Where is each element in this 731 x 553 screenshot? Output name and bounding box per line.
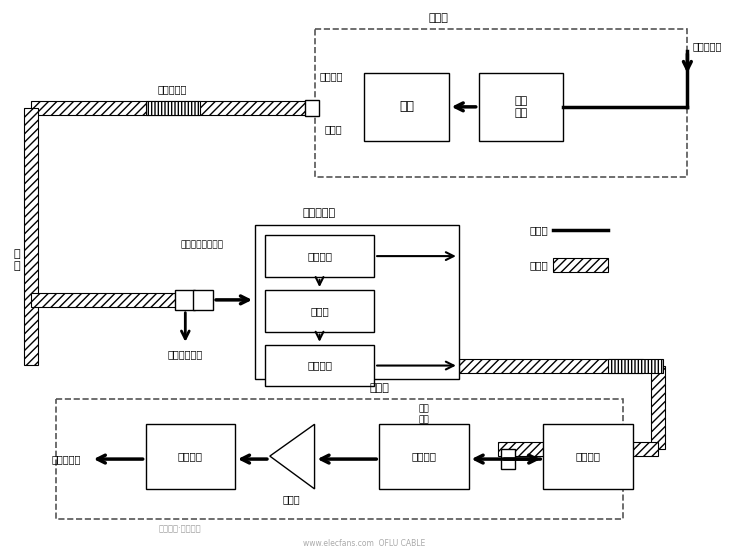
Bar — [479, 73, 563, 140]
Bar — [145, 424, 235, 489]
Bar — [265, 345, 374, 387]
Text: 信号处理: 信号处理 — [178, 452, 202, 462]
Bar — [651, 366, 664, 449]
Text: 监控辅助设备: 监控辅助设备 — [167, 349, 203, 359]
Text: 光
纤: 光 纤 — [13, 249, 20, 271]
Text: www.elecfans.com  OFLU CABLE: www.elecfans.com OFLU CABLE — [303, 539, 425, 548]
Bar — [501, 449, 515, 469]
Bar — [499, 442, 658, 456]
Bar — [553, 258, 608, 272]
Text: 光信号: 光信号 — [529, 260, 548, 270]
Bar — [543, 424, 633, 489]
Bar — [193, 290, 213, 310]
Text: 光纤活动盒: 光纤活动盒 — [158, 84, 187, 94]
Text: 光电
转换: 光电 转换 — [419, 405, 429, 424]
Text: 发射端: 发射端 — [429, 13, 449, 23]
Bar — [56, 399, 623, 519]
Text: 光放大器: 光放大器 — [575, 452, 600, 462]
Bar — [265, 290, 374, 332]
Bar — [255, 225, 459, 379]
Text: 电调
制器: 电调 制器 — [514, 96, 528, 118]
Bar — [175, 290, 195, 310]
Text: 电信号输入: 电信号输入 — [692, 41, 721, 51]
Text: 光源: 光源 — [399, 100, 414, 113]
Text: 光调制器: 光调制器 — [307, 251, 332, 261]
Text: 电信号输出: 电信号输出 — [52, 454, 81, 464]
Bar — [314, 29, 687, 176]
Text: 光调制器: 光调制器 — [319, 71, 343, 81]
Bar — [265, 235, 374, 277]
Text: 光检测器: 光检测器 — [412, 452, 436, 462]
Bar — [379, 424, 469, 489]
Text: 光纤合波器分束器: 光纤合波器分束器 — [181, 241, 224, 249]
Text: 接收端: 接收端 — [369, 383, 389, 393]
Bar — [608, 358, 662, 373]
Bar — [305, 100, 319, 116]
Text: 连接器: 连接器 — [325, 124, 342, 134]
Bar — [145, 101, 200, 115]
Bar — [364, 73, 449, 140]
Text: 再生中继器: 再生中继器 — [303, 208, 336, 218]
Polygon shape — [270, 424, 314, 489]
Bar — [459, 358, 643, 373]
Text: 电处理: 电处理 — [310, 306, 329, 316]
Bar — [24, 108, 38, 364]
Text: 宽带通讯·数字程控: 宽带通讯·数字程控 — [159, 524, 202, 533]
Text: 光检测器: 光检测器 — [307, 361, 332, 371]
Text: 放大器: 放大器 — [283, 494, 300, 504]
Bar — [31, 101, 310, 115]
Bar — [31, 293, 186, 307]
Text: 电信号: 电信号 — [529, 225, 548, 235]
